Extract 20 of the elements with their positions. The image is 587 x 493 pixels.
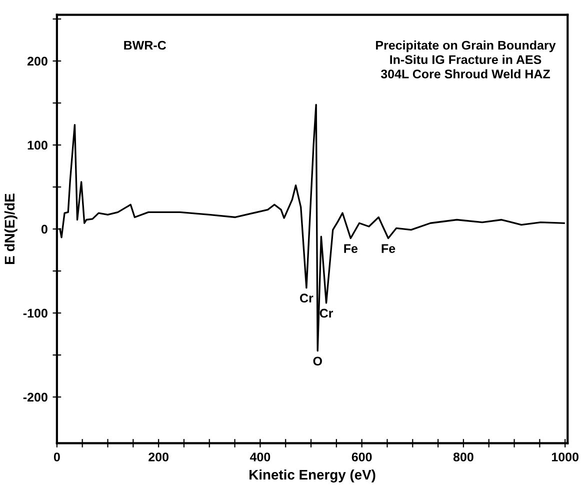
- y-tick-label: -200: [23, 392, 48, 402]
- annotation: Precipitate on Grain Boundary In-Situ IG Fracture in AES 304L Core Shroud Weld HAZ: [376, 40, 556, 78]
- y-tick-label: -100: [23, 308, 48, 318]
- x-tick-label: 1000: [552, 452, 578, 462]
- annotation: Fe: [382, 244, 396, 253]
- x-tick-label: 200: [148, 452, 168, 462]
- x-tick-label: 400: [250, 452, 270, 462]
- annotation: Cr: [300, 294, 314, 303]
- annotation: O: [313, 356, 322, 366]
- y-axis-title: E dN(E)/dE: [4, 194, 18, 264]
- annotation: Cr: [320, 308, 334, 318]
- x-tick-label: 600: [352, 452, 372, 462]
- annotation: Fe: [344, 244, 358, 253]
- y-tick-label: 0: [41, 224, 48, 234]
- x-axis-title: Kinetic Energy (eV): [250, 469, 376, 482]
- y-tick-label: 200: [27, 56, 48, 66]
- x-tick-label: 0: [54, 452, 60, 462]
- annotation: BWR-C: [124, 40, 166, 50]
- x-tick-label: 800: [453, 452, 474, 462]
- y-tick-label: 100: [28, 140, 48, 150]
